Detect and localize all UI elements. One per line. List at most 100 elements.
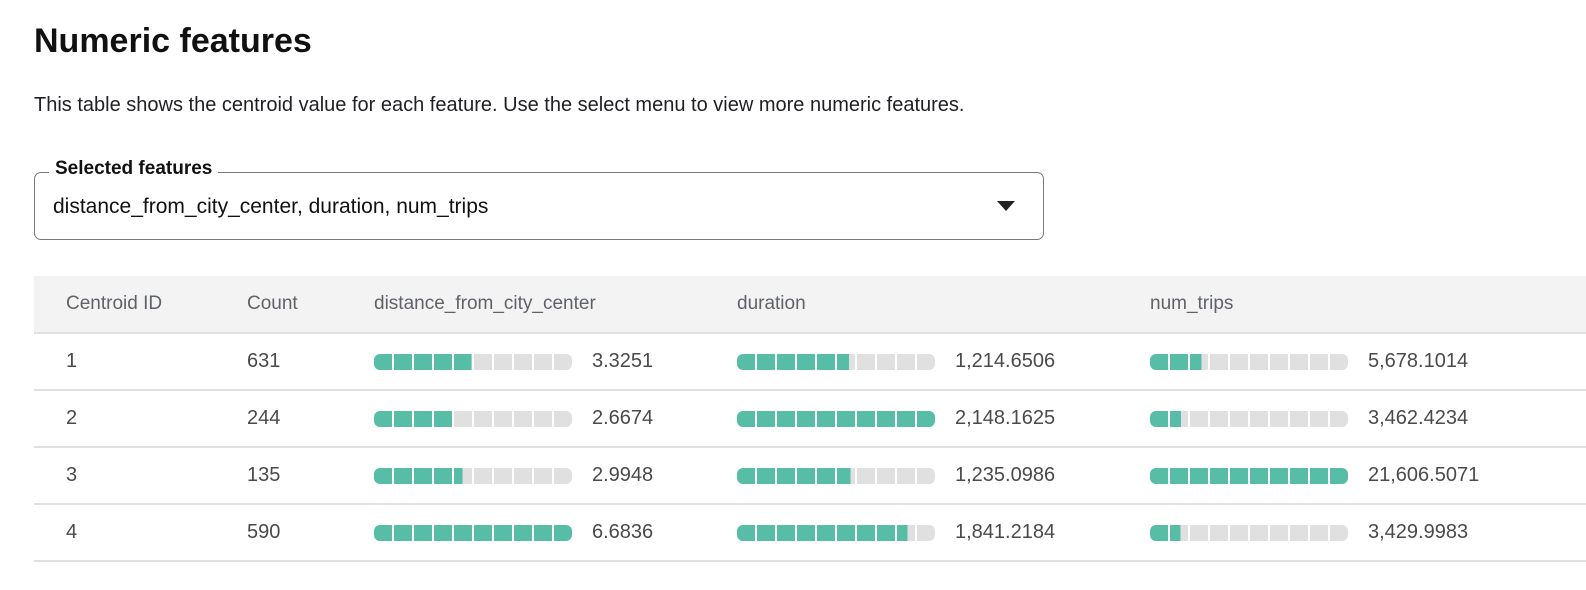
bar-segment: [777, 467, 795, 484]
bar-segment: [757, 353, 775, 370]
bar-segment: [1230, 353, 1248, 370]
bar-segment: [454, 467, 472, 484]
page-title: Numeric features: [34, 22, 312, 60]
bar-segment: [1170, 410, 1188, 427]
bar-segment: [1290, 353, 1308, 370]
bar-segment: [1150, 467, 1168, 484]
bar-segment: [414, 410, 432, 427]
bar-segment: [1190, 353, 1208, 370]
duration-bar: [737, 524, 935, 541]
bar-segment: [434, 353, 452, 370]
distance_from_city_center-cell: 2.6674: [374, 390, 737, 448]
header-count: Count: [247, 276, 374, 334]
bar-segment: [757, 467, 775, 484]
bar-segment: [1270, 524, 1288, 541]
bar-segment: [757, 524, 775, 541]
num_trips-cell: 5,678.1014: [1150, 333, 1586, 391]
header-distance: distance_from_city_center: [374, 276, 737, 334]
bar-segment: [1290, 410, 1308, 427]
bar-segment: [817, 524, 835, 541]
duration-bar: [737, 410, 935, 427]
bar-segment: [877, 353, 895, 370]
bar-segment: [1290, 467, 1308, 484]
duration-value: 1,214.6506: [955, 350, 1056, 373]
bar-segment: [394, 410, 412, 427]
bar-segment: [837, 524, 855, 541]
distance_from_city_center-bar: [374, 524, 572, 541]
bar-segment: [857, 467, 875, 484]
bar-segment: [1150, 524, 1168, 541]
dropdown-arrow-icon[interactable]: [997, 201, 1015, 211]
duration-value: 1,841.2184: [955, 521, 1056, 544]
bar-segment: [1170, 353, 1188, 370]
bar-segment: [554, 410, 572, 427]
bar-segment: [817, 410, 835, 427]
bar-segment: [474, 410, 492, 427]
bar-segment: [1150, 410, 1168, 427]
bar-segment: [857, 524, 875, 541]
bar-segment: [1330, 467, 1348, 484]
table-row: 2 244 2.6674 2,148.1625 3,462.4234: [34, 390, 1586, 448]
bar-segment: [534, 524, 552, 541]
bar-segment: [454, 353, 472, 370]
bar-segment: [554, 467, 572, 484]
bar-segment: [897, 467, 915, 484]
bar-segment: [877, 524, 895, 541]
bar-segment: [737, 467, 755, 484]
num_trips-value: 3,429.9983: [1368, 521, 1469, 544]
bar-segment: [917, 467, 935, 484]
bar-segment: [514, 524, 532, 541]
bar-segment: [414, 467, 432, 484]
bar-segment: [494, 467, 512, 484]
bar-segment: [777, 524, 795, 541]
bar-segment: [374, 467, 392, 484]
bar-segment: [1270, 410, 1288, 427]
bar-segment: [434, 524, 452, 541]
bar-segment: [434, 410, 452, 427]
bar-segment: [1210, 410, 1228, 427]
duration-bar: [737, 353, 935, 370]
bar-segment: [394, 524, 412, 541]
bar-segment: [777, 410, 795, 427]
duration-value: 2,148.1625: [955, 407, 1056, 430]
bar-segment: [494, 524, 512, 541]
bar-segment: [797, 410, 815, 427]
duration-cell: 1,214.6506: [737, 333, 1150, 391]
bar-segment: [474, 467, 492, 484]
bar-segment: [1190, 524, 1208, 541]
distance_from_city_center-bar: [374, 353, 572, 370]
bar-segment: [1190, 467, 1208, 484]
bar-segment: [1250, 467, 1268, 484]
centroid-table: Centroid ID Count distance_from_city_cen…: [34, 276, 1586, 562]
bar-segment: [454, 410, 472, 427]
distance_from_city_center-value: 2.9948: [592, 464, 654, 487]
bar-segment: [514, 353, 532, 370]
bar-segment: [1270, 467, 1288, 484]
count: 631: [247, 333, 374, 391]
bar-segment: [1170, 524, 1188, 541]
bar-segment: [877, 410, 895, 427]
duration-value: 1,235.0986: [955, 464, 1056, 487]
bar-segment: [1310, 353, 1328, 370]
bar-segment: [837, 353, 855, 370]
header-num-trips: num_trips: [1150, 276, 1586, 334]
centroid-id: 3: [66, 447, 247, 505]
num_trips-cell: 3,462.4234: [1150, 390, 1586, 448]
bar-segment: [1230, 467, 1248, 484]
selected-features-select[interactable]: Selected features distance_from_city_cen…: [34, 158, 1044, 240]
bar-segment: [917, 410, 935, 427]
bar-segment: [1270, 353, 1288, 370]
bar-segment: [737, 410, 755, 427]
bar-segment: [1250, 353, 1268, 370]
bar-segment: [414, 353, 432, 370]
bar-segment: [1330, 524, 1348, 541]
bar-segment: [1210, 467, 1228, 484]
bar-segment: [374, 524, 392, 541]
distance_from_city_center-cell: 6.6836: [374, 504, 737, 562]
bar-segment: [897, 353, 915, 370]
num_trips-bar: [1150, 467, 1348, 484]
bar-segment: [494, 410, 512, 427]
bar-segment: [857, 410, 875, 427]
bar-segment: [837, 410, 855, 427]
bar-segment: [374, 410, 392, 427]
